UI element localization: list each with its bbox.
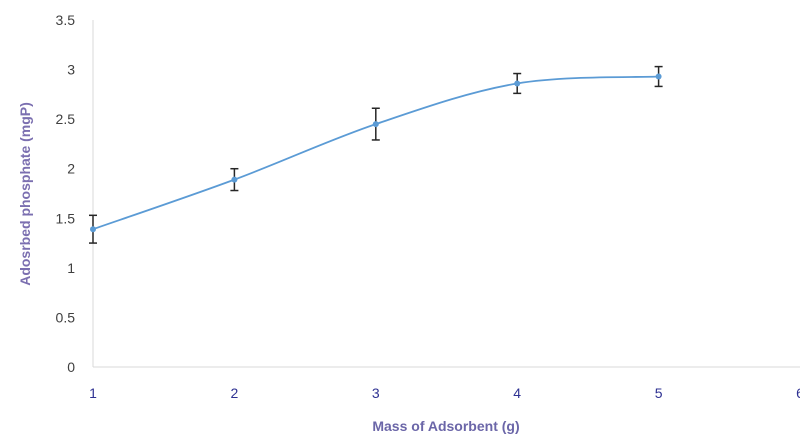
error-bars (89, 65, 663, 244)
data-point (231, 176, 238, 183)
data-point (514, 80, 521, 87)
y-tick-label: 2.5 (56, 111, 76, 127)
y-tick-label: 0.5 (56, 309, 76, 325)
y-tick-label: 1 (67, 260, 75, 276)
x-axis-title: Mass of Adsorbent (g) (372, 418, 519, 434)
x-tick-label: 2 (231, 385, 239, 401)
y-tick-label: 3 (67, 62, 75, 78)
x-tick-label: 5 (655, 385, 663, 401)
data-point (655, 73, 662, 80)
y-tick-label: 3.5 (56, 12, 76, 28)
y-tick-labels: 0 0.5 1 1.5 2 2.5 3 3.5 (56, 12, 76, 375)
x-tick-label: 3 (372, 385, 380, 401)
y-tick-label: 1.5 (56, 210, 76, 226)
x-tick-label: 6 (796, 385, 800, 401)
y-tick-label: 2 (67, 161, 75, 177)
x-tick-label: 1 (89, 385, 97, 401)
data-points (90, 73, 662, 233)
x-tick-label: 4 (513, 385, 521, 401)
data-point (90, 226, 96, 233)
data-point (372, 121, 379, 128)
series-line (92, 75, 659, 231)
y-axis-title: Adosrbed phosphate (mgP) (17, 102, 33, 286)
x-tick-labels: 1 2 3 4 5 6 (89, 385, 800, 401)
y-tick-label: 0 (67, 359, 75, 375)
